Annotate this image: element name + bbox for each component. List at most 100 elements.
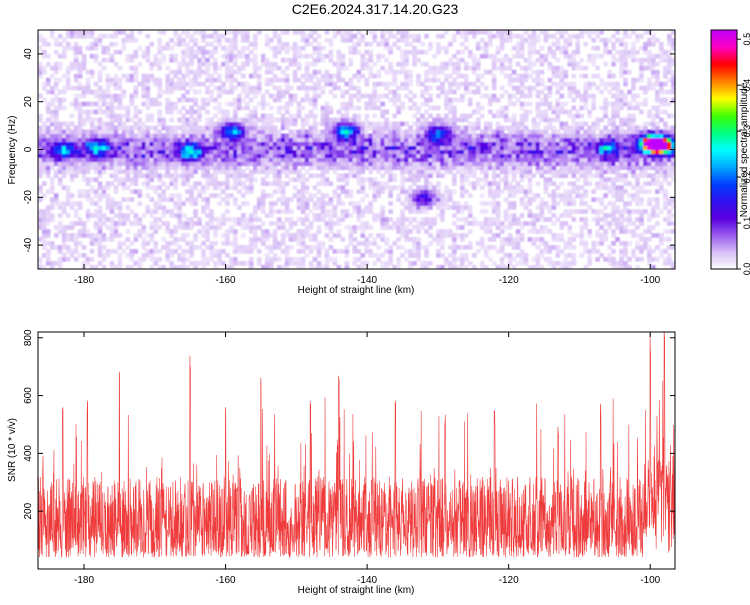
heatmap-cell [165,85,170,91]
heatmap-cell [471,221,477,226]
heatmap-cell [85,133,91,139]
heatmap-cell [444,145,449,151]
heatmap-cell [440,117,445,123]
heatmap-cell [201,253,206,258]
heatmap-cell [133,165,139,171]
heatmap-cell [448,141,453,147]
heatmap-cell [105,161,111,167]
heatmap-cell [284,77,290,83]
heatmap-cell [137,45,143,51]
heatmap-cell [300,117,306,123]
heatmap-cell [360,221,366,226]
heatmap-cell [308,73,314,79]
heatmap-cell [233,181,238,186]
heatmap-cell [332,205,338,210]
heatmap-cell [65,213,71,218]
heatmap-cell [547,205,553,210]
heatmap-cell [272,253,278,258]
heatmap-cell [276,185,282,190]
heatmap-cell [225,209,230,214]
heatmap-cell [412,177,417,182]
heatmap-cell [245,165,250,171]
heatmap-cell [364,65,370,71]
heatmap-cell [448,153,453,159]
heatmap-cell [149,165,155,171]
heatmap-cell [352,121,358,127]
heatmap-cell [563,45,569,51]
heatmap-cell [284,197,290,202]
heatmap-cell [189,129,194,135]
heatmap-cell [169,193,174,198]
heatmap-cell [161,133,166,139]
heatmap-cell [149,209,155,214]
heatmap-cell [38,73,43,79]
heatmap-cell [229,65,234,71]
heatmap-cell [145,181,151,186]
heatmap-cell [252,41,258,47]
heatmap-cell [388,245,393,250]
heatmap-cell [404,197,409,202]
heatmap-cell [264,181,270,186]
heatmap-cell [503,173,509,178]
heatmap-cell [420,209,425,214]
heatmap-cell [109,197,115,202]
heatmap-cell [193,209,198,214]
heatmap-cell [360,137,366,143]
heatmap-cell [288,101,294,107]
heatmap-cell [436,229,441,234]
heatmap-cell [519,101,525,107]
heatmap-cell [229,81,234,87]
heatmap-cell [308,125,314,131]
heatmap-cell [428,217,433,222]
heatmap-cell [61,157,67,163]
heatmap-cell [408,73,413,79]
heatmap-cell [356,209,362,214]
heatmap-cell [527,157,533,163]
heatmap-cell [424,149,429,155]
heatmap-cell [400,141,405,147]
heatmap-cell [444,205,449,210]
heatmap-cell [360,145,366,151]
heatmap-cell [213,69,218,75]
heatmap-cell [149,77,155,83]
heatmap-cell [348,117,354,123]
heatmap-cell [97,149,103,155]
heatmap-cell [69,149,75,155]
heatmap-cell [85,69,91,75]
heatmap-cell [320,241,326,246]
heatmap-cell [189,221,194,226]
heatmap-cell [209,213,214,218]
heatmap-cell [284,157,290,163]
heatmap-cell [372,125,378,131]
heatmap-cell [137,145,143,151]
heatmap-cell [105,157,111,163]
heatmap-cell [444,117,449,123]
heatmap-cell [69,237,75,242]
heatmap-cell [495,125,501,131]
heatmap-cell [157,133,163,139]
heatmap-cell [268,261,274,266]
heatmap-cell [77,137,83,143]
heatmap-cell [169,81,174,87]
heatmap-cell [85,189,91,194]
heatmap-cell [368,253,374,258]
heatmap-cell [412,141,417,147]
heatmap-cell [456,161,461,167]
heatmap-cell [543,181,549,186]
heatmap-cell [296,77,302,83]
heatmap-cell [444,141,449,147]
heatmap-cell [495,109,501,115]
heatmap-cell [121,185,127,190]
heatmap-cell [563,193,569,198]
heatmap-cell [201,257,206,262]
heatmap-cell [312,165,318,171]
heatmap-cell [491,197,497,202]
heatmap-cell [45,133,51,139]
heatmap-cell [456,133,461,139]
heatmap-cell [268,205,274,210]
heatmap-cell [292,129,298,135]
heatmap-cell [121,105,127,111]
heatmap-cell [249,137,254,143]
heatmap-cell [575,157,581,163]
heatmap-cell [467,245,473,250]
